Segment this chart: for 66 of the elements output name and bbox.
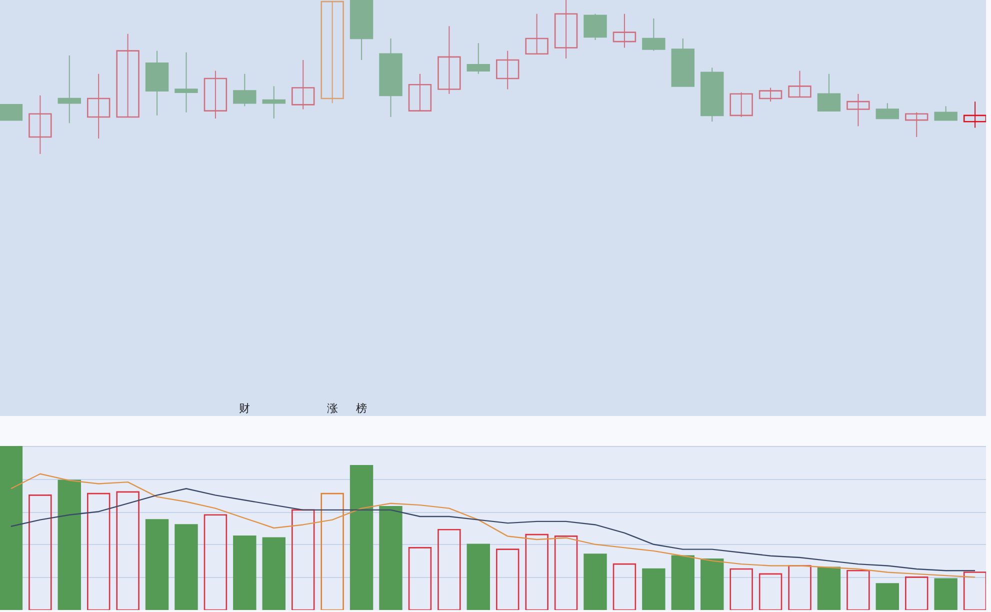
bar — [876, 583, 900, 610]
bar — [934, 578, 958, 610]
candlestick — [28, 94, 52, 154]
bar — [379, 506, 402, 610]
candlestick — [438, 26, 461, 94]
bar — [204, 514, 228, 610]
text: 财 — [239, 402, 250, 415]
bar — [145, 519, 169, 610]
candlestick — [320, 0, 344, 104]
candlestick — [934, 106, 958, 121]
candlestick — [817, 73, 841, 112]
bar — [262, 537, 286, 610]
bar — [408, 547, 432, 610]
bar — [174, 524, 198, 610]
candlestick — [584, 13, 607, 41]
candlestick — [292, 60, 315, 110]
bar — [0, 446, 23, 610]
candlestick — [758, 87, 782, 102]
text: 榜 — [356, 402, 368, 415]
candlestick — [612, 13, 636, 48]
bar — [86, 492, 110, 610]
candlestick — [0, 104, 23, 121]
candlestick — [788, 70, 812, 98]
candlestick — [58, 54, 81, 124]
candlestick — [905, 112, 928, 138]
bar — [846, 570, 870, 610]
candlestick — [846, 93, 870, 127]
bar — [292, 509, 315, 610]
candlestick — [496, 50, 520, 90]
candlestick — [86, 73, 110, 140]
candlestick — [233, 73, 256, 107]
bar — [233, 536, 256, 610]
bar — [320, 492, 344, 610]
candlestick — [262, 86, 286, 120]
bar — [642, 568, 666, 610]
candlestick — [408, 73, 432, 112]
bar — [817, 566, 841, 610]
candlestick — [554, 0, 578, 59]
candlestick — [876, 102, 900, 120]
bar — [525, 534, 548, 610]
bar — [788, 565, 812, 610]
candlestick — [525, 13, 548, 55]
candlestick — [204, 70, 228, 120]
bar — [612, 563, 636, 610]
bar — [116, 491, 140, 610]
bar — [438, 528, 461, 610]
bar — [584, 554, 607, 610]
candlestick — [466, 42, 490, 74]
bar — [58, 480, 81, 610]
candlestick — [730, 92, 753, 118]
candlestick — [116, 33, 140, 118]
candlestick — [174, 52, 198, 113]
bar — [350, 465, 374, 610]
bar — [671, 555, 694, 610]
bar — [758, 573, 782, 610]
bar — [554, 536, 578, 610]
text: 涨 — [326, 403, 338, 415]
bar — [700, 558, 724, 610]
bar — [28, 494, 52, 610]
bar — [963, 572, 986, 610]
candlestick — [963, 101, 986, 128]
bar — [496, 548, 520, 610]
bar — [466, 544, 490, 610]
candlestick — [642, 18, 666, 52]
bar — [730, 568, 753, 610]
bar — [905, 576, 928, 610]
